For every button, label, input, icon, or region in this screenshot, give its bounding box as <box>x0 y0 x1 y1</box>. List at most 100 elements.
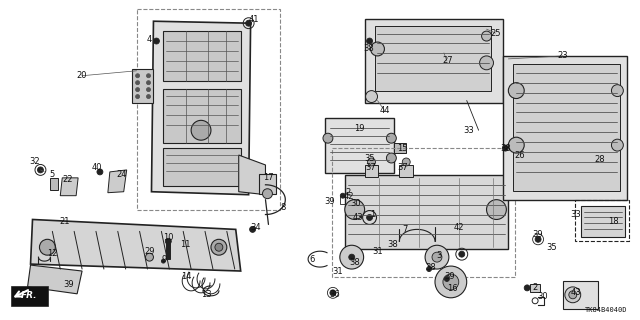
Text: 19: 19 <box>355 124 365 133</box>
Text: 40: 40 <box>92 164 102 172</box>
Circle shape <box>479 56 493 70</box>
Text: 39: 39 <box>63 280 74 289</box>
Text: 31: 31 <box>333 267 343 276</box>
Bar <box>340 196 349 204</box>
Circle shape <box>215 243 223 251</box>
Text: 27: 27 <box>443 56 453 65</box>
Circle shape <box>486 200 506 220</box>
Circle shape <box>565 287 580 303</box>
Circle shape <box>459 251 465 257</box>
Circle shape <box>340 193 345 198</box>
Circle shape <box>136 74 140 78</box>
Text: 21: 21 <box>59 217 70 226</box>
Circle shape <box>367 38 372 44</box>
Text: 39: 39 <box>445 272 455 282</box>
Text: 25: 25 <box>490 28 500 38</box>
Text: 5: 5 <box>50 170 55 180</box>
Circle shape <box>569 291 577 299</box>
Text: 35: 35 <box>547 243 557 252</box>
Text: 33: 33 <box>570 210 581 219</box>
Text: 14: 14 <box>181 272 191 282</box>
Circle shape <box>435 266 467 298</box>
Text: 36: 36 <box>330 290 340 299</box>
Text: 2: 2 <box>345 188 350 197</box>
Text: 20: 20 <box>77 71 87 80</box>
Bar <box>563 281 598 309</box>
Bar <box>332 148 515 277</box>
Circle shape <box>508 137 524 153</box>
Text: 39: 39 <box>532 230 543 239</box>
Text: 34: 34 <box>250 223 261 232</box>
Circle shape <box>367 158 376 166</box>
Text: 13: 13 <box>201 290 211 299</box>
Bar <box>575 200 629 241</box>
Text: 38: 38 <box>387 240 397 249</box>
Bar <box>365 165 378 177</box>
Bar <box>374 26 492 91</box>
Circle shape <box>387 153 396 163</box>
Bar <box>259 174 276 194</box>
Text: 37: 37 <box>397 164 408 172</box>
Circle shape <box>365 91 378 102</box>
Circle shape <box>40 239 55 255</box>
Text: 38: 38 <box>426 263 436 272</box>
Text: 23: 23 <box>557 52 568 60</box>
Text: TK84B4040D: TK84B4040D <box>585 307 627 313</box>
Text: 30: 30 <box>350 199 361 208</box>
Text: 18: 18 <box>608 217 619 226</box>
Text: 41: 41 <box>248 15 259 24</box>
Text: 6: 6 <box>309 255 315 264</box>
Bar <box>163 148 241 186</box>
Circle shape <box>136 88 140 92</box>
Circle shape <box>340 245 364 269</box>
Text: 3: 3 <box>436 251 442 260</box>
Circle shape <box>165 238 172 244</box>
Text: 35: 35 <box>364 154 375 163</box>
Text: 29: 29 <box>144 247 155 256</box>
Polygon shape <box>108 170 127 193</box>
Bar <box>504 56 627 200</box>
Bar <box>399 165 413 177</box>
Circle shape <box>147 74 150 78</box>
Circle shape <box>211 239 227 255</box>
Circle shape <box>38 167 44 173</box>
Circle shape <box>147 95 150 99</box>
Circle shape <box>250 227 255 232</box>
Circle shape <box>427 267 431 272</box>
Text: 15: 15 <box>397 144 408 153</box>
Bar <box>530 284 540 292</box>
Text: 38: 38 <box>500 144 511 153</box>
Circle shape <box>425 245 449 269</box>
Bar <box>394 143 406 153</box>
Circle shape <box>97 169 103 175</box>
Bar <box>365 19 504 103</box>
Bar <box>325 118 394 173</box>
Text: 11: 11 <box>180 240 191 249</box>
Polygon shape <box>152 21 251 195</box>
Circle shape <box>432 252 442 262</box>
Text: 17: 17 <box>263 173 274 182</box>
Circle shape <box>611 85 623 97</box>
Text: 22: 22 <box>62 175 72 184</box>
Text: 1: 1 <box>370 210 375 219</box>
Polygon shape <box>31 220 241 271</box>
Text: 12: 12 <box>47 249 58 258</box>
Circle shape <box>147 81 150 85</box>
Text: 4: 4 <box>147 35 152 44</box>
Polygon shape <box>239 155 266 195</box>
Circle shape <box>262 189 273 199</box>
Bar <box>580 206 625 237</box>
Text: 38: 38 <box>363 44 374 53</box>
Circle shape <box>323 133 333 143</box>
Bar <box>163 31 241 81</box>
Circle shape <box>136 81 140 85</box>
Circle shape <box>136 95 140 99</box>
Bar <box>513 64 620 191</box>
Circle shape <box>147 88 150 92</box>
Polygon shape <box>28 265 82 294</box>
Circle shape <box>161 259 165 263</box>
Text: 2: 2 <box>532 284 538 292</box>
Text: 31: 31 <box>372 247 383 256</box>
Text: 26: 26 <box>514 150 525 160</box>
Bar <box>166 241 170 259</box>
